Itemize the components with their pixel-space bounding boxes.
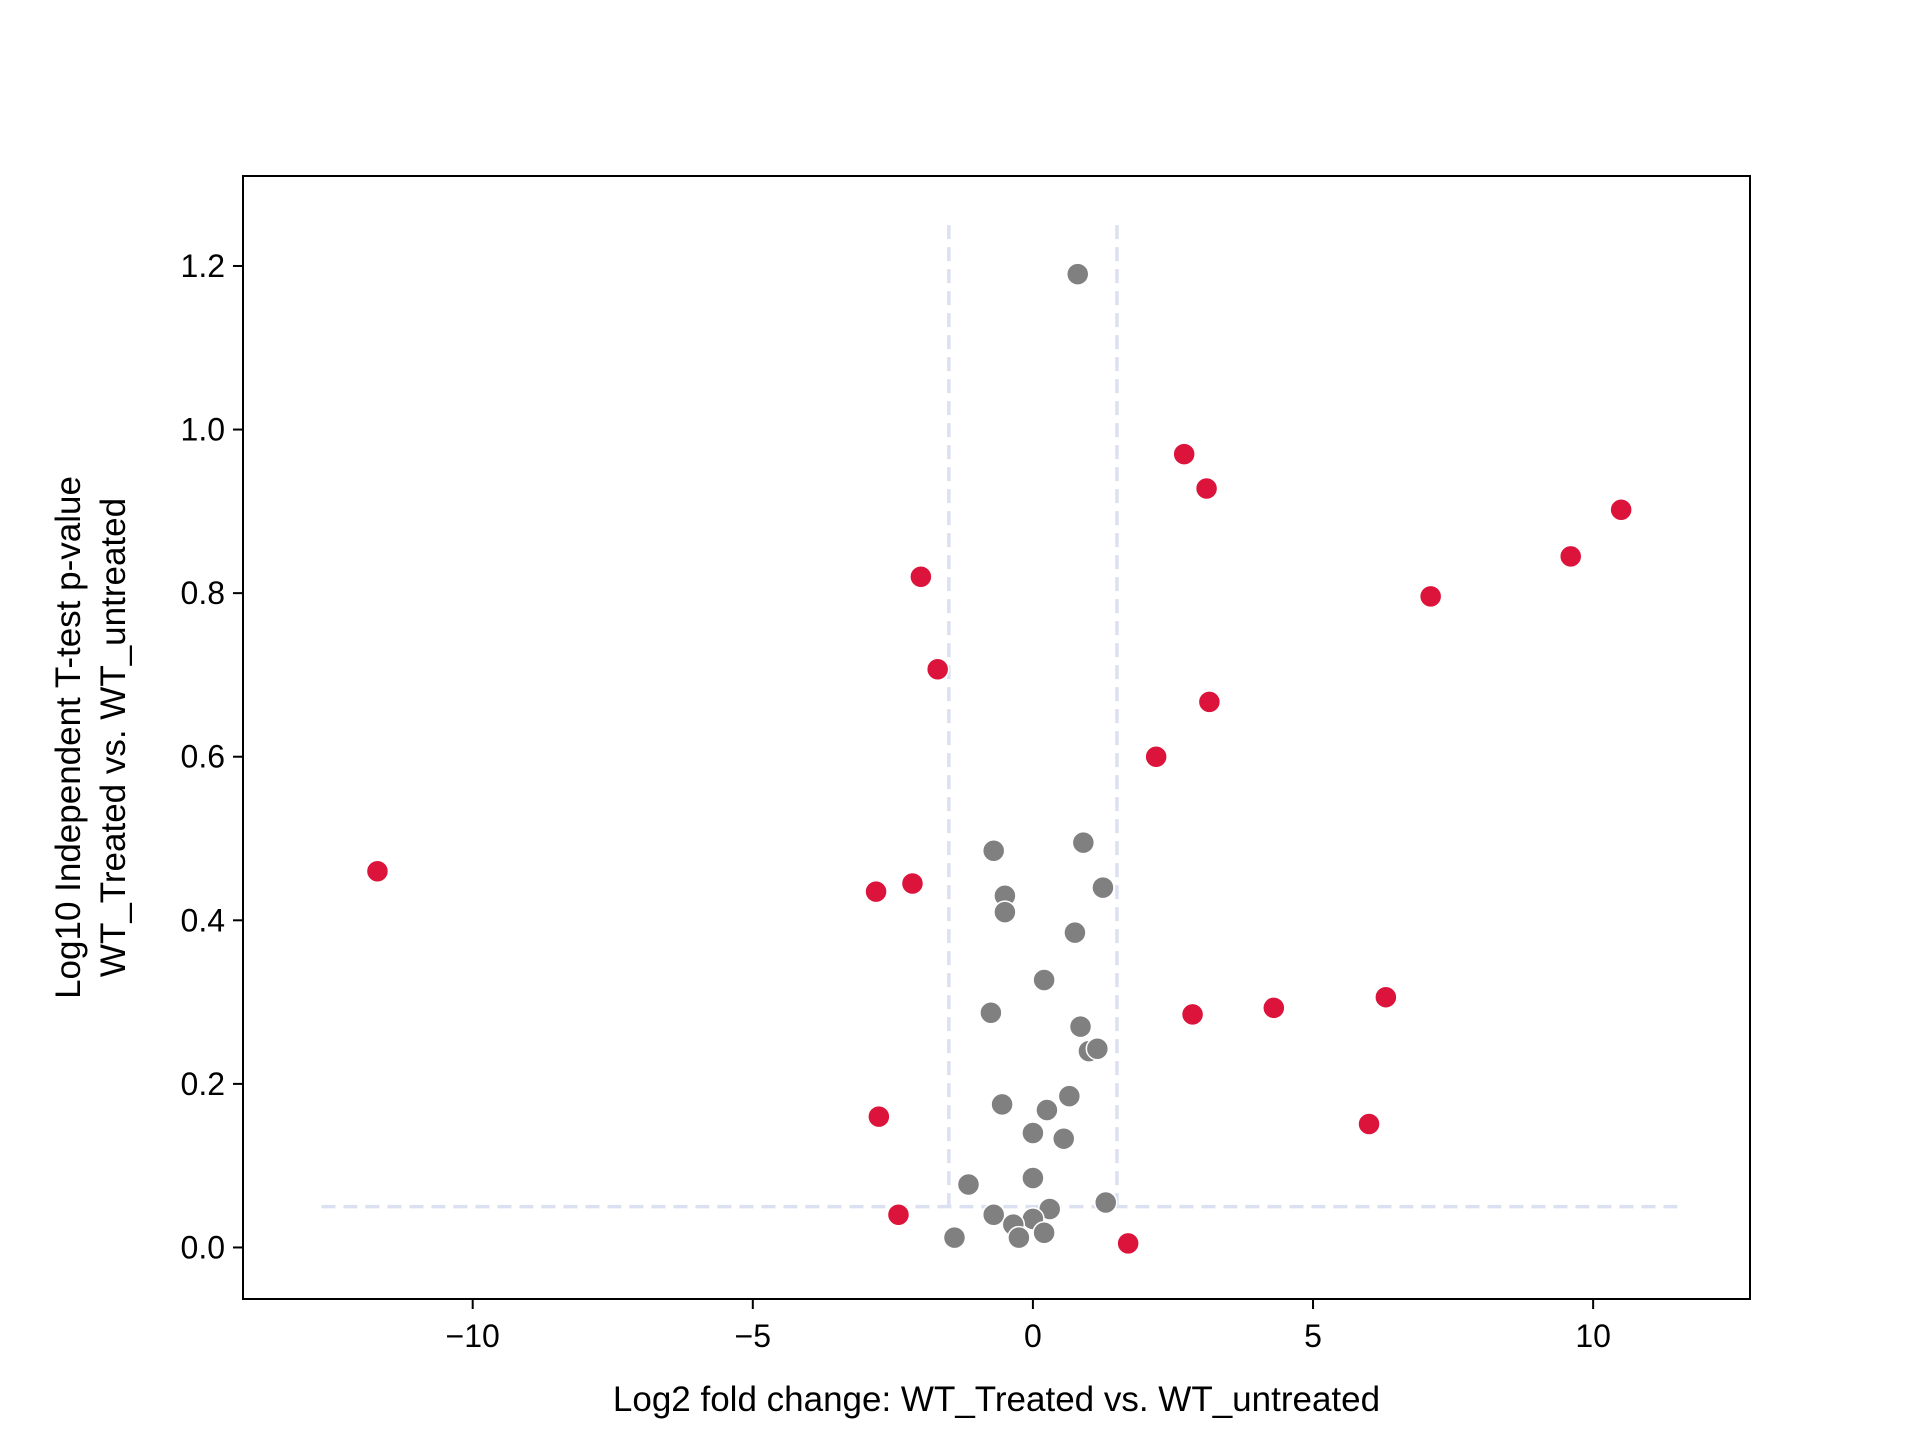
- y-axis-label-line-1: Log10 Independent T-test p-value: [49, 476, 88, 999]
- y-axis-label-line-2: WT_Treated vs. WT_untreated: [94, 498, 133, 977]
- data-point-s1-0: [1065, 262, 1090, 286]
- data-point-s1-3: [1091, 875, 1115, 900]
- data-point-s0-15: [1357, 1112, 1381, 1136]
- data-point-s0-1: [864, 879, 888, 904]
- data-point-s0-5: [867, 1104, 891, 1129]
- data-point-s0-12: [1180, 1002, 1205, 1027]
- data-point-s0-6: [886, 1203, 911, 1227]
- y-tick-label: 0.2: [181, 1066, 225, 1102]
- threshold-lines: [321, 225, 1683, 1209]
- data-point-s1-16: [1051, 1126, 1076, 1151]
- data-point-s0-3: [909, 565, 933, 589]
- data-point-s0-0: [365, 859, 390, 883]
- data-point-s0-14: [1374, 985, 1398, 1009]
- data-point-s1-8: [979, 1000, 1003, 1025]
- data-point-s1-1: [1071, 830, 1096, 855]
- x-axis-ticks: −10 −5 0 5 10: [446, 1299, 1611, 1354]
- x-tick-label: 10: [1575, 1318, 1611, 1354]
- x-tick-label: −10: [446, 1318, 500, 1354]
- data-point-s0-4: [925, 657, 950, 681]
- data-point-s0-11: [1197, 690, 1222, 714]
- data-point-s1-5: [993, 900, 1017, 924]
- data-point-s1-24: [1032, 1220, 1056, 1245]
- data-point-s1-15: [1021, 1121, 1045, 1145]
- y-tick-label: 0.0: [181, 1229, 225, 1265]
- y-tick-label: 0.4: [181, 902, 225, 938]
- x-axis-label: Log2 fold change: WT_Treated vs. WT_untr…: [613, 1380, 1380, 1419]
- data-point-s1-18: [1021, 1166, 1045, 1190]
- y-tick-label: 1.2: [181, 248, 225, 284]
- data-point-s0-17: [1558, 544, 1583, 569]
- data-point-s1-17: [956, 1172, 981, 1197]
- data-point-s1-2: [981, 839, 1006, 863]
- y-tick-label: 0.8: [181, 575, 225, 611]
- data-point-s1-20: [981, 1203, 1006, 1227]
- data-point-s1-13: [1057, 1084, 1082, 1108]
- data-point-s1-19: [1093, 1190, 1118, 1215]
- data-point-s0-7: [1116, 1231, 1140, 1256]
- data-point-s1-9: [1068, 1014, 1093, 1039]
- data-point-s1-7: [1032, 968, 1056, 992]
- data-point-s0-18: [1609, 497, 1633, 522]
- x-tick-label: −5: [735, 1318, 771, 1354]
- y-tick-label: 0.6: [181, 739, 225, 775]
- data-point-s0-2: [900, 871, 925, 896]
- data-point-s0-13: [1262, 996, 1286, 1020]
- plot-frame: [242, 175, 1751, 1300]
- data-point-s1-25: [1007, 1225, 1031, 1250]
- scatter-points: [365, 262, 1633, 1256]
- y-axis-ticks: 0.0 0.2 0.4 0.6 0.8 1.0 1.2: [181, 248, 243, 1265]
- data-point-s1-6: [1063, 920, 1087, 945]
- x-tick-label: 5: [1304, 1318, 1322, 1354]
- data-point-s1-12: [990, 1092, 1014, 1117]
- data-point-s1-14: [1035, 1098, 1059, 1122]
- data-point-s0-10: [1194, 476, 1219, 501]
- data-point-s1-11: [1085, 1036, 1110, 1061]
- data-point-s0-8: [1144, 744, 1168, 769]
- data-point-s1-26: [942, 1225, 967, 1250]
- data-point-s0-9: [1172, 442, 1196, 466]
- y-tick-label: 1.0: [181, 412, 225, 448]
- data-point-s0-16: [1418, 584, 1443, 609]
- x-tick-label: 0: [1024, 1318, 1042, 1354]
